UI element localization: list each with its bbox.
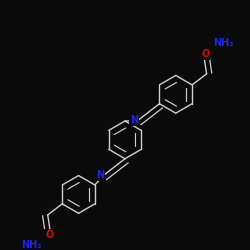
Text: NH₂: NH₂: [213, 38, 234, 48]
Text: NH₂: NH₂: [21, 240, 41, 250]
Text: O: O: [201, 49, 209, 59]
Text: N: N: [130, 115, 138, 125]
Text: O: O: [45, 230, 53, 240]
Text: N: N: [96, 170, 104, 180]
